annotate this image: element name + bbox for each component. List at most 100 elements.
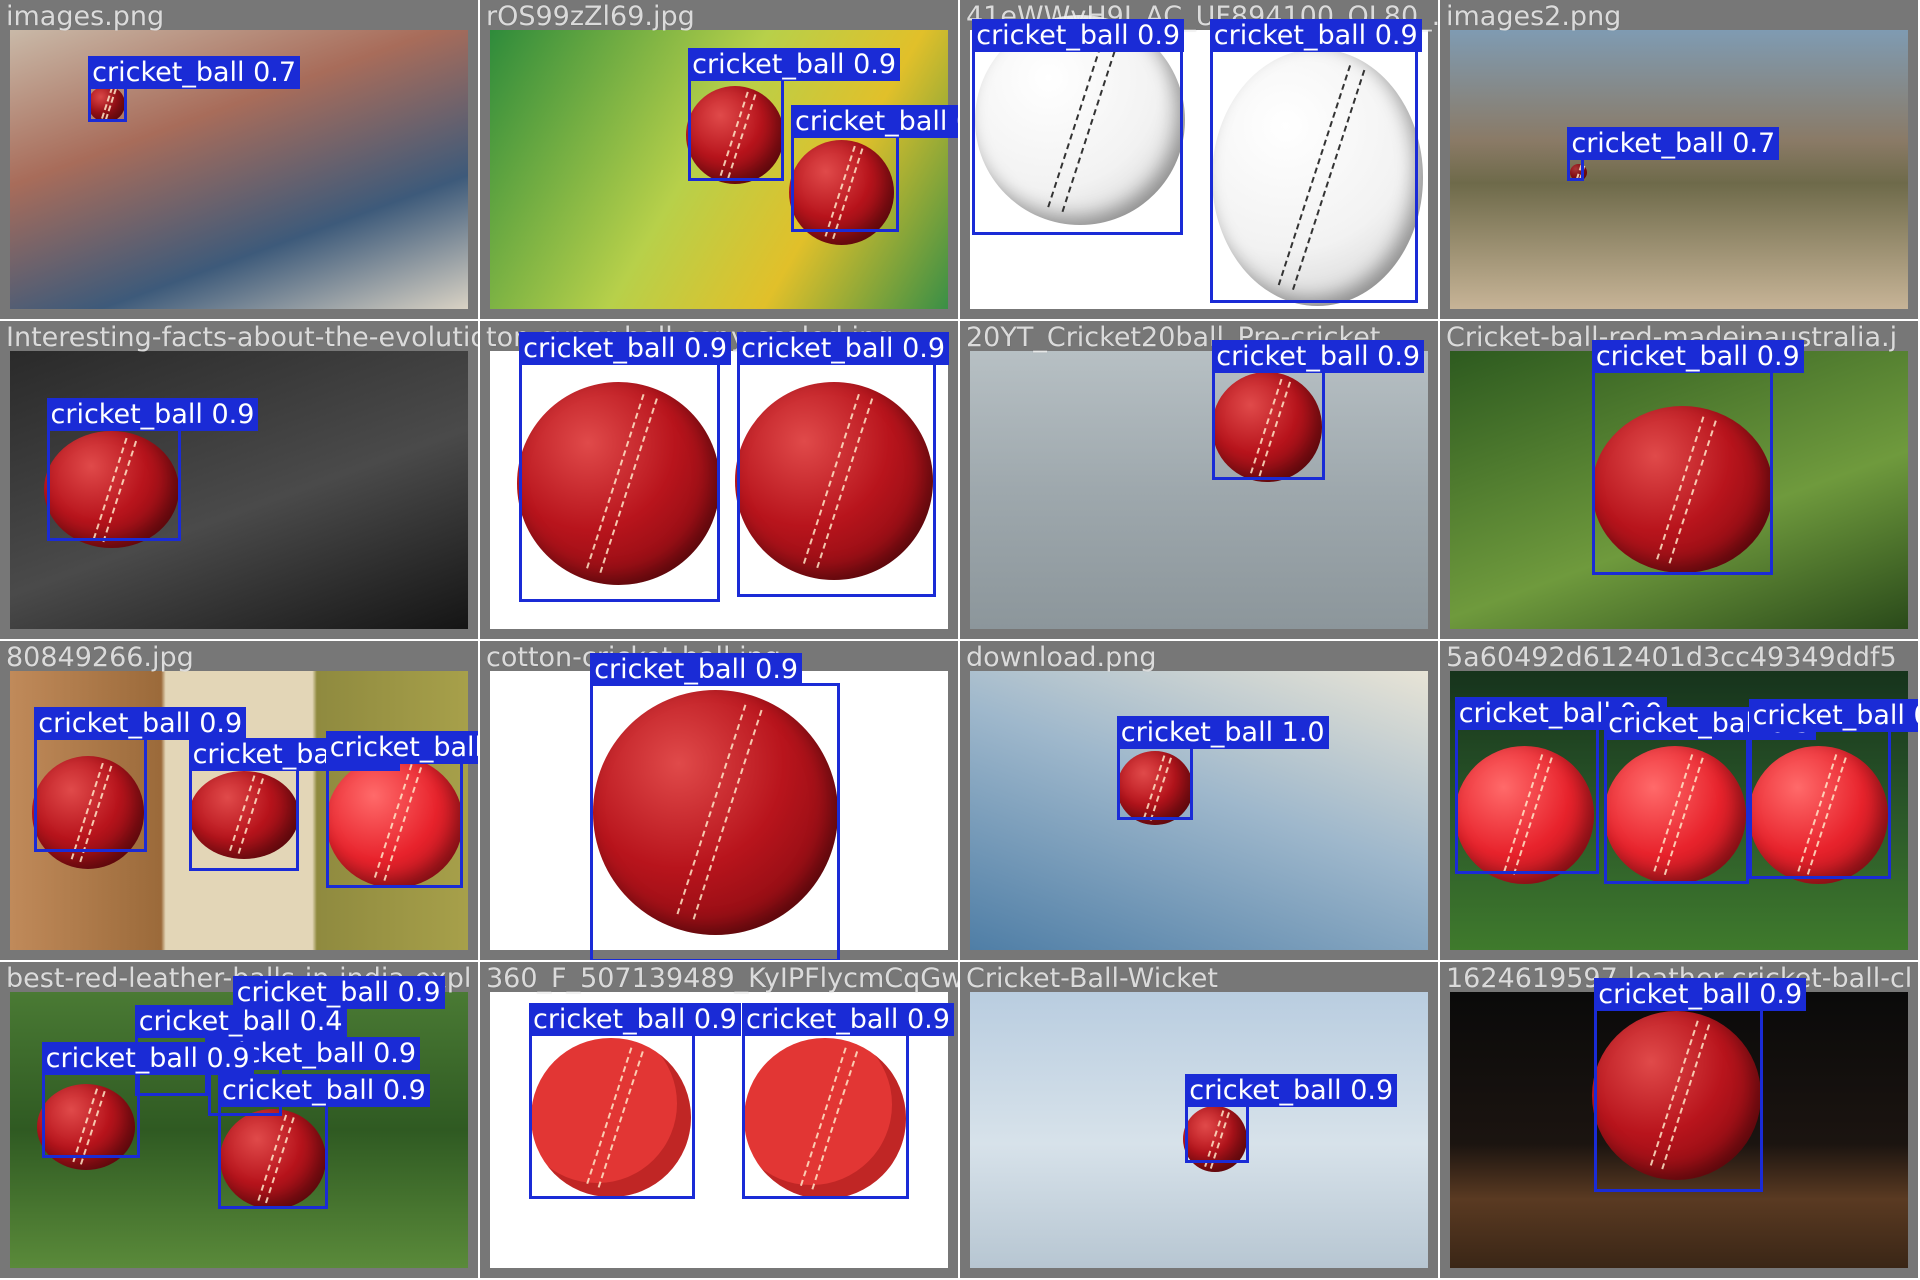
cricket-ball [734,381,934,581]
detection-box[interactable]: cricket_ball 0.9 [791,104,958,233]
filename-label: images2.png [1446,1,1622,32]
image-tile[interactable]: Interesting-facts-about-the-evolution-of… [0,320,478,640]
cricket-ball [685,85,784,184]
image-tile[interactable]: Cricket-ball-red-madeinaustralia.j cricke… [1440,320,1918,640]
detection-box[interactable]: cricket_ball 0.4 [134,1005,347,1097]
cricket-ball [1454,746,1595,884]
cricket-ball [1212,372,1323,483]
detection-label: cricket_ball 0.9 [737,332,950,366]
image-tile[interactable]: images2.png cricket_ball 0.7 [1440,0,1918,319]
image-tile[interactable]: 1624619597-leather-cricket-ball-clcricke… [1440,961,1918,1278]
detection-box[interactable]: cricket_ball 0.9 [325,731,478,889]
detection-box[interactable]: cricket_ball 1.0 [1116,716,1329,820]
cricket-ball [531,1037,691,1197]
detection-label: cricket_ball 0.9 [1748,699,1918,733]
detection-label: cricket_ball 0.9 [972,18,1185,52]
image-tile[interactable]: 41eWWvH9I_AC_UF894100_QL80_.jpg cricket_b… [960,0,1438,319]
filename-label: 80849266.jpg [6,642,194,674]
detection-label: cricket_ball 0.9 [1209,18,1422,52]
image-tile[interactable]: Cricket-Ball-Wicket cricket_ball 0.9 [960,961,1438,1278]
detection-box[interactable]: cricket_ball 0.9 [232,975,445,1018]
detection-label: cricket_ball 0.9 [41,1041,254,1075]
cricket-ball [592,690,838,935]
photo [970,350,1428,630]
detection-box[interactable]: cricket_ball 0.9 [1604,706,1816,884]
detection-label: cricket_ball 0.9 [1212,339,1425,373]
cricket-ball [516,381,720,585]
filename-label: images.png [6,1,165,32]
detection-label: cricket_ball 0.9 [1185,1073,1398,1107]
detection-label: cricket_ball 0.9 [46,398,259,432]
detection-box[interactable]: cricket_ball 0.9 [742,1002,954,1200]
detection-label: cricket_ball 0.9 [1591,339,1804,373]
cricket-ball [188,770,299,860]
filename-label: 360_F_507139489_KyIPFlycmCqGwODZ1b2pAgcf… [486,962,958,994]
detection-box[interactable]: cricket_ball 0.7 [1567,126,1780,182]
detection-box[interactable]: cricket_ball 0.9 [208,1037,421,1116]
image-tile[interactable]: 5a60492d612401d3cc49349ddf5 cricket_ball … [1440,641,1918,960]
image-tile[interactable]: best-red-leather-balls-in-india-explcric… [0,961,478,1278]
filename-label: download.png [966,642,1157,674]
detection-box[interactable]: cricket_ball 0.9 [528,1002,741,1200]
detection-box[interactable]: cricket_ball 0.9 [972,18,1185,235]
cricket-ball [44,430,179,549]
cricket-ball [1604,746,1747,884]
detection-label: cricket_ball 0.9 [688,48,901,82]
detection-label: cricket_ball 0.4 [134,1005,347,1039]
detection-box[interactable]: cricket_ball 0.9 [1594,978,1807,1192]
detection-label: cricket_ball 0.9 [791,104,958,138]
detection-box[interactable]: cricket_ball 0.9 [519,332,732,603]
filename-label: Interesting-facts-about-the-evolution-of [6,321,478,353]
detection-label: cricket_ball 0.9 [742,1002,954,1036]
detection-box[interactable]: cricket_ball 0.9 [590,652,840,960]
cricket-ball [744,1037,907,1200]
detection-label: cricket_ball 0.9 [34,706,247,740]
detection-label: cricket_ball 0.9 [519,332,732,366]
detection-box[interactable]: cricket_ball 0.9 [688,48,901,182]
detection-label: cricket_ball 1.0 [1116,716,1329,750]
detection-box[interactable]: cricket_ball 0.9 [217,1073,430,1209]
detection-label: cricket_ball 0.9 [325,731,478,765]
detection-box[interactable]: cricket_ball 0.9 [1454,696,1667,874]
detection-label: cricket_ball 0.9 [217,1073,430,1107]
image-tile[interactable]: 20YT_Cricket20ball_Pre-cricket cricket_ba… [960,320,1438,640]
cricket-ball [1591,1010,1761,1180]
detection-box[interactable]: cricket_ball 0.9 [1209,18,1422,304]
detection-label: cricket_ball 0.9 [590,652,803,686]
filename-label: rOS99zZl69.jpg [486,1,695,32]
cricket-ball [325,756,463,889]
detection-box[interactable]: cricket_ball 0.9 [1185,1073,1398,1163]
image-tile[interactable]: rOS99zZl69.jpg cricket_ball 0.9 cricket_ba… [480,0,958,319]
detection-label: cricket_ball 0.9 [528,1002,741,1036]
detection-box[interactable]: cricket_ball 0.9 [1748,699,1918,879]
cricket-ball [1116,751,1193,825]
detection-box[interactable]: cricket_ball 0.9 [1591,339,1804,576]
detection-label: cricket_ball 0.7 [1567,126,1780,160]
filename-label: Cricket-Ball-Wicket [966,962,1218,994]
cricket-ball [1591,406,1774,573]
detection-box[interactable]: cricket_ball 0.9 [737,332,950,598]
detection-label: cricket_ball 0.9 [232,975,445,1009]
detection-box[interactable]: cricket_ball 0.9 [34,706,247,852]
detection-box[interactable]: cricket_ball 0.9 [41,1041,254,1158]
cricket-ball [788,139,894,245]
cricket-ball [1212,48,1423,306]
filename-label: 5a60492d612401d3cc49349ddf5 [1446,642,1897,674]
image-tile[interactable]: download.png cricket_ball 1.0 [960,641,1438,960]
detection-box[interactable]: cricket_ball 0.7 [88,55,301,123]
cricket-ball [1748,746,1889,884]
image-tile[interactable]: images.png cricket_ball 0.7 [0,0,478,319]
detection-label: cricket_ball 0.7 [88,55,301,89]
detection-box[interactable]: cricket_ball 0.9 [46,398,259,541]
cricket-ball [88,85,125,123]
detection-label: cricket_ball 0.9 [1594,978,1807,1012]
detection-box[interactable]: cricket_ball 0.9 [188,738,401,872]
image-tile[interactable]: 80849266.jpg cricket_ball 0.9 cricket_ball… [0,641,478,960]
image-tile[interactable]: 360_F_507139489_KyIPFlycmCqGwODZ1b2pAgcf… [480,961,958,1278]
image-tile[interactable]: ton-super-ball-copy-scaled.jpgcricket_ba… [480,320,958,640]
detection-box[interactable]: cricket_ball 0.9 [1212,339,1425,480]
photo [970,671,1428,950]
detection-label: cricket_ball 0.9 [208,1037,421,1071]
